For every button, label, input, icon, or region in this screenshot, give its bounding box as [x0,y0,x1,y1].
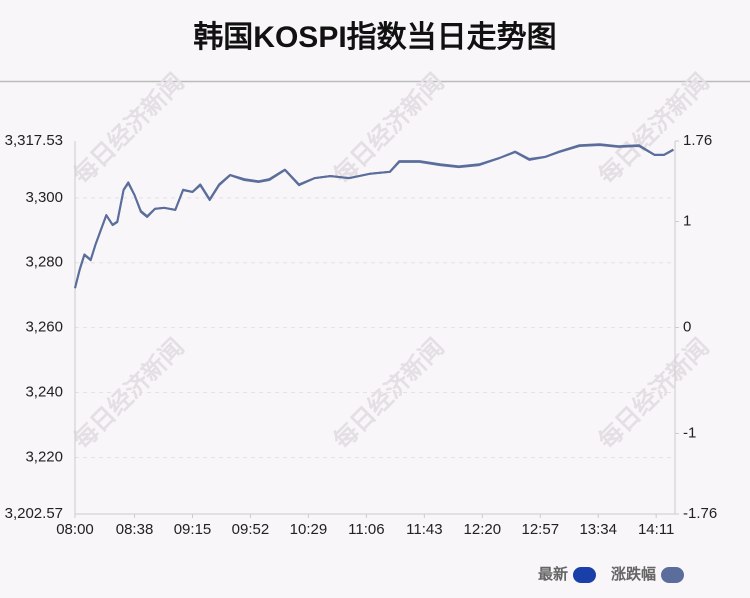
x-tick-label: 14:11 [638,521,674,538]
y-tick-label: 3,240 [25,384,63,401]
watermark: 每日经济新闻 [328,333,450,455]
watermark: 每日经济新闻 [593,68,715,190]
x-tick-label: 10:29 [290,521,328,538]
y2-tick-label: 1 [683,213,691,230]
y-tick-label: 3,220 [25,448,63,465]
legend-swatch [572,567,596,583]
y-tick-label: 3,202.57 [5,505,63,522]
chart-title: 韩国KOSPI指数当日走势图 [193,21,556,54]
legend-label: 涨跌幅 [611,565,656,583]
line-series [74,143,674,289]
y-tick-label: 3,260 [25,319,63,336]
watermark: 每日经济新闻 [593,333,715,455]
y2-tick-label: -1.76 [683,505,717,522]
legend-label: 最新 [538,565,568,583]
legend-swatch [661,567,684,583]
x-tick-label: 09:52 [232,521,270,538]
y2-tick-label: 1.76 [683,132,712,149]
x-tick-label: 08:00 [56,521,94,538]
x-tick-label: 11:43 [406,521,442,538]
line-series [74,144,674,289]
x-tick-label: 11:06 [348,521,384,538]
x-tick-label: 12:57 [522,521,560,538]
y2-tick-label: -1 [683,424,696,441]
y-tick-label: 3,317.53 [5,132,63,149]
y-tick-label: 3,280 [25,254,63,271]
x-tick-label: 09:15 [174,521,212,538]
watermark: 每日经济新闻 [68,333,190,455]
y-tick-label: 3,300 [25,189,63,206]
x-tick-label: 08:38 [116,521,154,538]
x-tick-label: 13:34 [579,521,617,538]
x-tick-label: 12:20 [464,521,502,538]
watermark: 每日经济新闻 [68,68,190,190]
y2-tick-label: 0 [683,318,691,335]
